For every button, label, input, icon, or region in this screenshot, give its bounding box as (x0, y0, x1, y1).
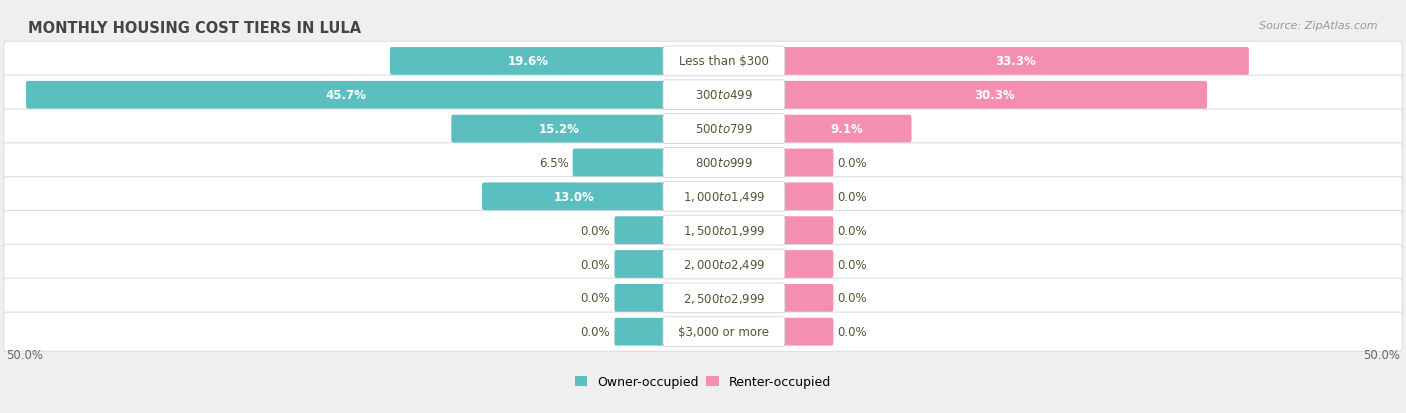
Text: 0.0%: 0.0% (838, 157, 868, 170)
Text: 0.0%: 0.0% (581, 325, 610, 338)
Text: 0.0%: 0.0% (838, 325, 868, 338)
FancyBboxPatch shape (614, 318, 666, 346)
FancyBboxPatch shape (664, 182, 785, 212)
Text: $500 to $799: $500 to $799 (695, 123, 752, 136)
FancyBboxPatch shape (664, 317, 785, 347)
FancyBboxPatch shape (782, 48, 1249, 76)
Text: 6.5%: 6.5% (538, 157, 568, 170)
Text: 45.7%: 45.7% (326, 89, 367, 102)
FancyBboxPatch shape (782, 217, 834, 244)
FancyBboxPatch shape (664, 216, 785, 245)
FancyBboxPatch shape (782, 149, 834, 177)
FancyBboxPatch shape (664, 47, 785, 77)
FancyBboxPatch shape (4, 312, 1402, 351)
FancyBboxPatch shape (614, 217, 666, 244)
Text: 30.3%: 30.3% (974, 89, 1015, 102)
Text: 33.3%: 33.3% (995, 55, 1036, 68)
FancyBboxPatch shape (782, 116, 911, 143)
FancyBboxPatch shape (4, 245, 1402, 284)
FancyBboxPatch shape (664, 148, 785, 178)
FancyBboxPatch shape (664, 114, 785, 144)
Text: $3,000 or more: $3,000 or more (679, 325, 769, 338)
FancyBboxPatch shape (4, 143, 1402, 183)
Text: 50.0%: 50.0% (6, 349, 42, 361)
FancyBboxPatch shape (389, 48, 666, 76)
FancyBboxPatch shape (572, 149, 666, 177)
FancyBboxPatch shape (4, 177, 1402, 216)
FancyBboxPatch shape (614, 284, 666, 312)
Text: 0.0%: 0.0% (581, 258, 610, 271)
Text: 0.0%: 0.0% (581, 224, 610, 237)
Text: 0.0%: 0.0% (838, 292, 868, 305)
FancyBboxPatch shape (482, 183, 666, 211)
Text: MONTHLY HOUSING COST TIERS IN LULA: MONTHLY HOUSING COST TIERS IN LULA (28, 21, 361, 36)
Text: 19.6%: 19.6% (508, 55, 548, 68)
FancyBboxPatch shape (782, 82, 1208, 109)
Text: 50.0%: 50.0% (1364, 349, 1400, 361)
FancyBboxPatch shape (782, 251, 834, 278)
FancyBboxPatch shape (664, 81, 785, 110)
Legend: Owner-occupied, Renter-occupied: Owner-occupied, Renter-occupied (569, 370, 837, 393)
FancyBboxPatch shape (782, 284, 834, 312)
FancyBboxPatch shape (782, 318, 834, 346)
FancyBboxPatch shape (782, 183, 834, 211)
Text: Source: ZipAtlas.com: Source: ZipAtlas.com (1260, 21, 1378, 31)
Text: $2,500 to $2,999: $2,500 to $2,999 (683, 291, 765, 305)
FancyBboxPatch shape (4, 278, 1402, 318)
FancyBboxPatch shape (4, 76, 1402, 115)
FancyBboxPatch shape (27, 82, 666, 109)
Text: 0.0%: 0.0% (838, 224, 868, 237)
Text: $1,500 to $1,999: $1,500 to $1,999 (683, 223, 765, 237)
Text: 0.0%: 0.0% (581, 292, 610, 305)
FancyBboxPatch shape (614, 251, 666, 278)
FancyBboxPatch shape (664, 283, 785, 313)
Text: 0.0%: 0.0% (838, 258, 868, 271)
Text: $300 to $499: $300 to $499 (695, 89, 752, 102)
Text: 0.0%: 0.0% (838, 190, 868, 203)
Text: $2,000 to $2,499: $2,000 to $2,499 (683, 257, 765, 271)
FancyBboxPatch shape (451, 116, 666, 143)
Text: Less than $300: Less than $300 (679, 55, 769, 68)
Text: 9.1%: 9.1% (831, 123, 863, 136)
Text: $800 to $999: $800 to $999 (695, 157, 752, 170)
FancyBboxPatch shape (664, 249, 785, 279)
Text: 15.2%: 15.2% (538, 123, 579, 136)
Text: 13.0%: 13.0% (554, 190, 595, 203)
FancyBboxPatch shape (4, 211, 1402, 250)
Text: $1,000 to $1,499: $1,000 to $1,499 (683, 190, 765, 204)
FancyBboxPatch shape (4, 42, 1402, 81)
FancyBboxPatch shape (4, 110, 1402, 149)
